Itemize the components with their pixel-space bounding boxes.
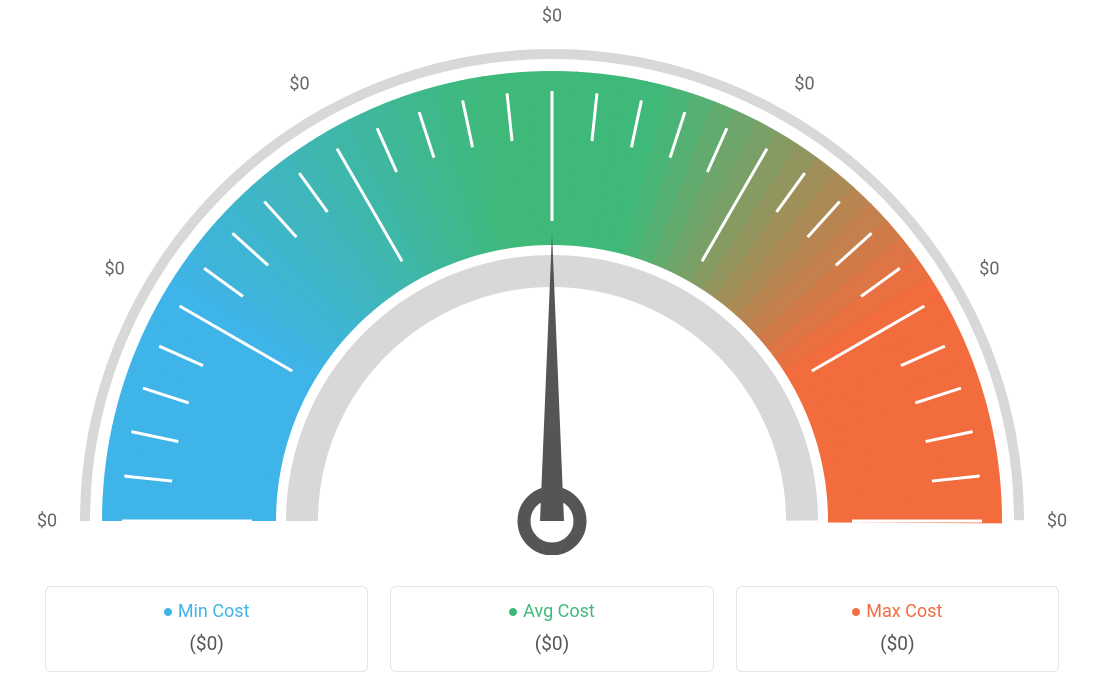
legend-row: Min Cost ($0) Avg Cost ($0) Max Cost ($0) <box>45 586 1059 673</box>
legend-dot-icon <box>852 608 860 616</box>
legend-value: ($0) <box>747 632 1048 655</box>
gauge-area: $0$0$0$0$0$0$0 <box>52 15 1052 555</box>
gauge-svg <box>52 15 1052 555</box>
gauge-chart-container: $0$0$0$0$0$0$0 Min Cost($0)Avg Cost($0)M… <box>0 0 1104 690</box>
scale-label: $0 <box>37 511 57 532</box>
legend-label-text: Max Cost <box>866 601 942 622</box>
legend-label-text: Avg Cost <box>523 601 595 622</box>
scale-label: $0 <box>542 6 562 27</box>
legend-value: ($0) <box>401 632 702 655</box>
legend-title: Avg Cost <box>509 601 595 622</box>
scale-label: $0 <box>289 73 309 94</box>
legend-title: Min Cost <box>164 601 250 622</box>
scale-label: $0 <box>794 73 814 94</box>
legend-card-avg: Avg Cost ($0) <box>390 586 713 673</box>
legend-value: ($0) <box>56 632 357 655</box>
scale-label: $0 <box>1047 511 1067 532</box>
scale-label: $0 <box>105 258 125 279</box>
legend-card-min: Min Cost ($0) <box>45 586 368 673</box>
legend-label-text: Min Cost <box>178 601 250 622</box>
legend-title: Max Cost <box>852 601 942 622</box>
scale-label: $0 <box>979 258 999 279</box>
legend-card-max: Max Cost ($0) <box>736 586 1059 673</box>
legend-dot-icon <box>509 608 517 616</box>
legend-dot-icon <box>164 608 172 616</box>
